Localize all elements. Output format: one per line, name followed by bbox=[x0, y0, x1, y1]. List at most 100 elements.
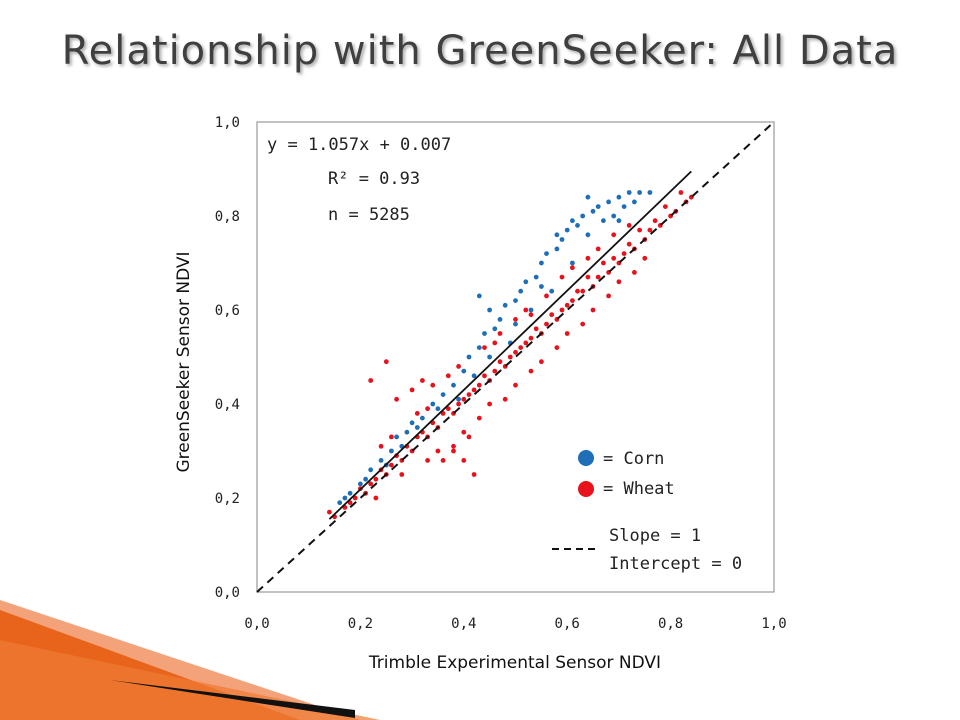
sample-size-label: n = 5285 bbox=[328, 205, 410, 225]
wheat-data-point bbox=[585, 255, 591, 261]
corn-data-point bbox=[466, 354, 472, 360]
wheat-data-point bbox=[513, 382, 518, 388]
wheat-data-point bbox=[378, 443, 384, 449]
y-axis-ticks: 0,0 0,2 0,4 0,6 0,8 1,0 bbox=[215, 115, 240, 601]
legend-intercept-label: Intercept = 0 bbox=[609, 554, 742, 574]
wheat-data-point bbox=[414, 411, 420, 416]
corn-data-point bbox=[585, 232, 591, 238]
wheat-data-point bbox=[394, 396, 399, 402]
wheat-data-point bbox=[440, 458, 446, 463]
corn-data-point bbox=[461, 368, 467, 374]
wheat-data-point bbox=[445, 406, 451, 412]
wheat-data-point bbox=[559, 307, 565, 313]
corn-data-point bbox=[394, 434, 399, 440]
corn-data-point bbox=[513, 321, 518, 327]
wheat-data-point bbox=[420, 378, 425, 383]
wheat-data-point bbox=[626, 241, 632, 247]
wheat-data-point bbox=[678, 190, 684, 195]
corn-data-point bbox=[482, 331, 487, 336]
corn-data-point bbox=[451, 382, 456, 388]
corn-data-point bbox=[533, 274, 539, 280]
corn-data-point bbox=[616, 194, 622, 200]
wheat-data-point bbox=[564, 302, 570, 308]
wheat-data-point bbox=[461, 396, 467, 402]
wheat-data-point bbox=[399, 472, 405, 477]
corn-data-point bbox=[363, 476, 368, 482]
wheat-data-point bbox=[476, 415, 482, 421]
corn-data-point bbox=[404, 429, 410, 435]
wheat-data-point bbox=[528, 312, 534, 318]
wheat-data-point bbox=[466, 392, 472, 397]
corn-data-point bbox=[342, 495, 348, 501]
wheat-data-point bbox=[497, 331, 503, 336]
corn-data-point bbox=[637, 190, 642, 195]
corn-data-point bbox=[487, 354, 492, 360]
one-to-one-dashed-line bbox=[256, 121, 775, 593]
wheat-data-point bbox=[352, 495, 358, 501]
wheat-data-point bbox=[492, 368, 498, 374]
wheat-data-point bbox=[539, 359, 544, 365]
wheat-data-point bbox=[425, 458, 430, 463]
legend-wheat-label: = Wheat bbox=[603, 479, 675, 499]
y-tick-label: 0,4 bbox=[215, 397, 240, 413]
corn-data-point bbox=[420, 415, 425, 421]
y-axis-title: GreenSeeker Sensor NDVI bbox=[174, 251, 194, 472]
corn-data-point bbox=[476, 293, 482, 299]
corn-data-point bbox=[647, 190, 653, 195]
x-tick-label: 0,8 bbox=[658, 616, 683, 632]
corn-data-point bbox=[337, 500, 343, 506]
legend-corn-label: = Corn bbox=[603, 449, 664, 469]
wheat-data-point bbox=[632, 270, 637, 275]
wheat-data-point bbox=[461, 458, 467, 463]
wheat-data-point bbox=[518, 345, 524, 350]
wheat-data-point bbox=[461, 429, 467, 435]
corn-data-point bbox=[347, 490, 353, 496]
corn-data-point bbox=[539, 284, 544, 289]
x-tick-label: 0,4 bbox=[451, 616, 476, 632]
wheat-data-point bbox=[595, 246, 601, 252]
corn-data-point bbox=[544, 251, 549, 256]
wheat-data-point bbox=[559, 274, 565, 280]
x-axis-title: Trimble Experimental Sensor NDVI bbox=[368, 653, 661, 673]
wheat-data-point bbox=[456, 401, 461, 407]
wheat-data-point bbox=[425, 406, 430, 412]
corn-data-point bbox=[409, 420, 415, 426]
wheat-data-point bbox=[663, 204, 668, 210]
corn-data-point bbox=[554, 232, 560, 238]
corn-data-point bbox=[601, 218, 606, 224]
corn-data-point bbox=[528, 307, 534, 313]
wheat-data-point bbox=[580, 288, 586, 294]
y-tick-label: 0,0 bbox=[215, 585, 240, 601]
corn-data-point bbox=[632, 199, 637, 205]
wheat-data-point bbox=[611, 255, 617, 261]
wheat-data-point bbox=[585, 274, 591, 280]
wheat-data-point bbox=[580, 321, 586, 327]
y-tick-label: 0,6 bbox=[215, 303, 240, 319]
wheat-data-point bbox=[637, 227, 642, 233]
wheat-data-point bbox=[575, 288, 580, 294]
wheat-data-point bbox=[466, 434, 472, 440]
wheat-data-point bbox=[502, 396, 508, 402]
corn-data-point bbox=[492, 326, 498, 332]
corn-data-point bbox=[523, 279, 529, 285]
wheat-data-point bbox=[621, 251, 627, 256]
wheat-data-point bbox=[513, 349, 518, 355]
wheat-data-point bbox=[368, 481, 374, 487]
wheat-data-point bbox=[430, 382, 436, 388]
corn-data-point bbox=[611, 213, 617, 219]
corn-data-point bbox=[570, 260, 575, 266]
wheat-data-point bbox=[523, 307, 529, 313]
wheat-data-point bbox=[570, 298, 575, 303]
decorative-corner-wedge bbox=[0, 600, 380, 720]
corn-data-point bbox=[502, 302, 508, 308]
wheat-data-point bbox=[523, 340, 529, 346]
x-tick-label: 0,0 bbox=[244, 616, 269, 632]
corn-data-point bbox=[368, 467, 374, 473]
wheat-data-point bbox=[471, 472, 477, 477]
wheat-data-point bbox=[642, 255, 648, 261]
wheat-data-point bbox=[373, 476, 379, 482]
wheat-data-point bbox=[606, 293, 611, 299]
corn-data-point bbox=[564, 227, 570, 233]
corn-data-point bbox=[435, 406, 441, 412]
